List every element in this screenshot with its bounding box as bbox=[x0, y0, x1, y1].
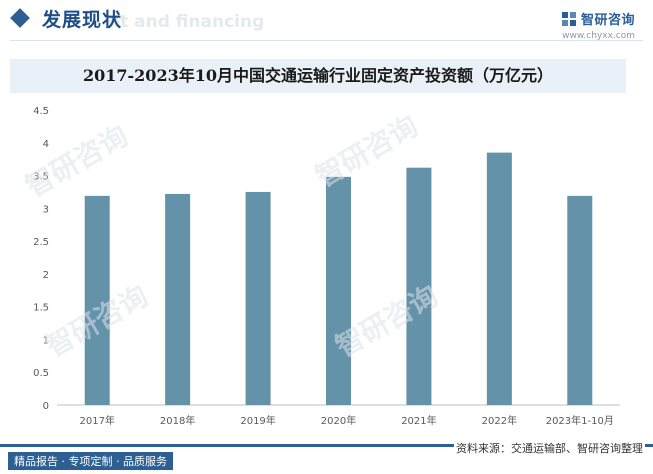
brand-logo-icon bbox=[561, 11, 576, 26]
section-title: 发展现状 bbox=[42, 9, 123, 31]
bar bbox=[326, 176, 351, 405]
bar bbox=[84, 195, 110, 405]
bar bbox=[165, 193, 191, 405]
header-divider bbox=[10, 40, 643, 41]
source-note: 资料来源：交通运输部、智研咨询整理 bbox=[454, 440, 645, 456]
x-tick-label: 2019年 bbox=[240, 414, 275, 427]
x-tick-label: 2018年 bbox=[160, 414, 195, 427]
bar bbox=[245, 191, 271, 405]
bar bbox=[486, 152, 512, 405]
diamond-icon bbox=[10, 8, 30, 28]
chart-title-bar: 2017-2023年10月中国交通运输行业固定资产投资额（万亿元） bbox=[10, 59, 626, 93]
footer-slogan: 精品报告 · 专项定制 · 品质服务 bbox=[8, 452, 173, 470]
y-tick-label: 0.5 bbox=[33, 368, 49, 379]
chart-title: 2017-2023年10月中国交通运输行业固定资产投资额（万亿元） bbox=[83, 66, 553, 85]
brand: 智研咨询 bbox=[561, 9, 635, 28]
page-header: nt and financing 发展现状 智研咨询 www.chyxx.com bbox=[0, 0, 653, 46]
y-tick-label: 1 bbox=[43, 335, 49, 346]
header-watermark: nt and financing bbox=[108, 12, 265, 32]
bar bbox=[567, 195, 593, 405]
brand-url: www.chyxx.com bbox=[562, 31, 635, 41]
bar-chart: 0 0.5 1 1.5 2 2.5 3 3.5 4 4.5 2017年 2018年 2019年 2020年… bbox=[33, 106, 620, 427]
y-tick-label: 3 bbox=[43, 204, 49, 215]
footer-divider bbox=[0, 444, 653, 447]
y-tick-label: 3.5 bbox=[33, 172, 49, 183]
x-tick-label: 2021年 bbox=[401, 414, 436, 427]
y-tick-label: 2 bbox=[43, 270, 49, 281]
bar bbox=[406, 167, 432, 405]
x-tick-label: 2017年 bbox=[79, 414, 114, 427]
x-tick-label: 2023年1-10月 bbox=[546, 414, 614, 427]
y-tick-label: 0 bbox=[43, 401, 49, 412]
brand-name: 智研咨询 bbox=[580, 13, 635, 28]
y-tick-label: 4.5 bbox=[33, 106, 49, 117]
y-tick-label: 1.5 bbox=[33, 303, 49, 314]
y-tick-label: 2.5 bbox=[33, 237, 49, 248]
x-tick-label: 2022年 bbox=[482, 414, 517, 427]
x-tick-label: 2020年 bbox=[321, 414, 356, 427]
y-tick-label: 4 bbox=[43, 139, 49, 150]
